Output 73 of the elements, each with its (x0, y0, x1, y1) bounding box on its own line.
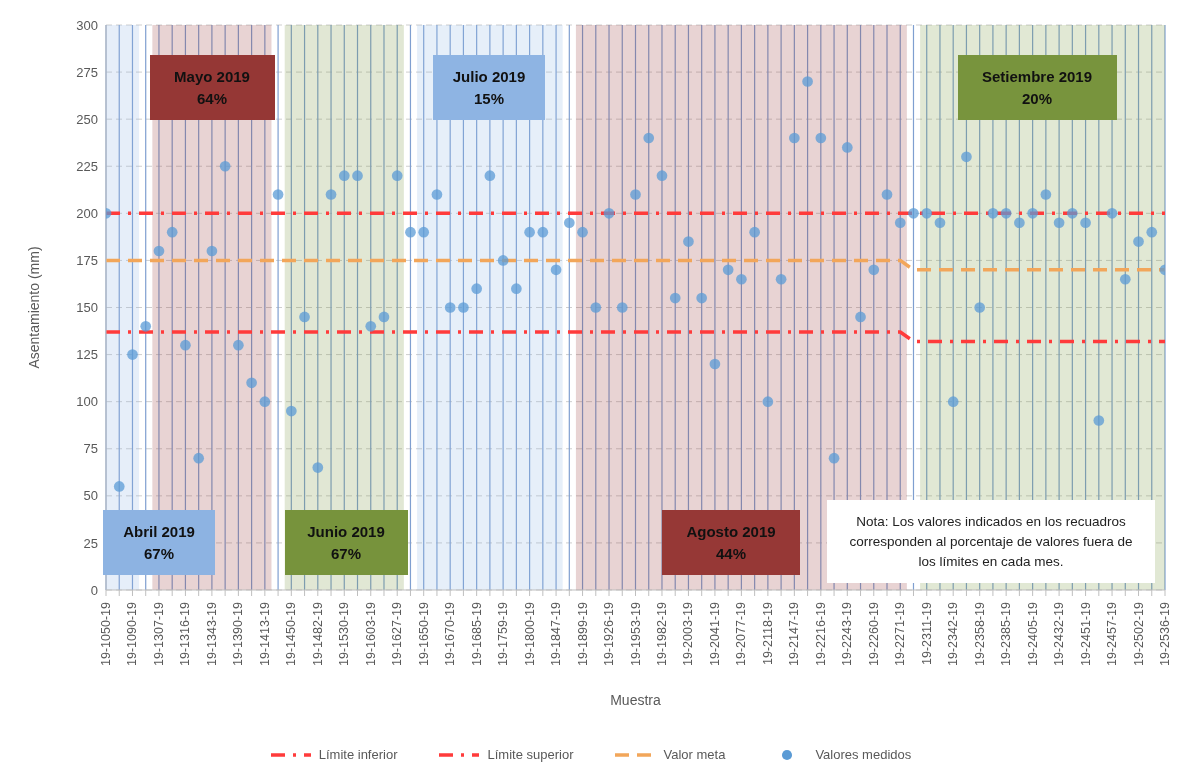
legend-label: Límite inferior (318, 747, 398, 762)
y-tick-label: 25 (83, 535, 98, 551)
y-tick-label: 200 (76, 205, 98, 221)
y-tick-label: 125 (76, 347, 98, 363)
x-tick-label: 19-1482-19 (310, 601, 325, 666)
band-label: Agosto 2019 44% (686, 521, 776, 564)
x-tick-label: 19-2536-19 (1158, 601, 1172, 666)
x-tick-label: 19-2432-19 (1052, 601, 1067, 666)
x-tick-label: 19-2342-19 (946, 601, 961, 666)
x-tick-label: 19-2243-19 (840, 601, 855, 666)
x-tick-label: 19-1450-19 (284, 601, 299, 666)
x-tick-label: 19-1759-19 (496, 601, 511, 666)
x-tick-label: 19-1390-19 (231, 601, 246, 666)
y-tick-label: 0 (90, 582, 98, 598)
x-tick-label: 19-1413-19 (257, 601, 272, 666)
x-tick-label: 19-2502-19 (1131, 601, 1146, 666)
legend-label: Valor meta (663, 747, 726, 762)
x-tick-label: 19-1307-19 (151, 601, 166, 666)
x-tick-label: 19-2077-19 (734, 601, 749, 666)
x-tick-label: 19-1090-19 (125, 601, 140, 666)
y-tick-label: 300 (76, 17, 98, 33)
x-tick-label: 19-2260-19 (866, 601, 881, 666)
y-tick-label: 175 (76, 253, 98, 269)
y-tick-label: 225 (76, 158, 98, 174)
y-tick-label: 50 (83, 488, 98, 504)
x-tick-label: 19-2405-19 (1025, 601, 1040, 666)
x-tick-label: 19-1800-19 (522, 601, 537, 666)
x-tick-label: 19-2118-19 (760, 601, 775, 666)
band-label: Abril 2019 67% (123, 521, 195, 564)
x-tick-label: 19-1627-19 (390, 601, 405, 666)
x-tick-label: 19-1670-19 (443, 601, 458, 666)
note-box: Nota: Los valores indicados en los recuadros corresponden al porcentaje de valores fuera de los límites en cada mes. (827, 500, 1155, 583)
legend-label: Límite superior (487, 747, 574, 762)
y-axis-title: Asentamiento (mm) (25, 246, 42, 369)
x-tick-label: 19-1343-19 (204, 601, 219, 666)
x-tick-label: 19-1050-19 (99, 601, 113, 666)
band-label: Setiembre 2019 20% (981, 66, 1093, 109)
y-tick-label: 275 (76, 64, 98, 80)
label-box: Agosto 2019 44% (662, 510, 800, 575)
x-tick-label: 19-1650-19 (416, 601, 431, 666)
x-tick-label: 19-1603-19 (363, 601, 378, 666)
x-tick-label: 19-1847-19 (549, 601, 564, 666)
y-tick-label: 100 (76, 394, 98, 410)
x-tick-label: 19-1953-19 (628, 601, 643, 666)
x-tick-label: 19-2003-19 (681, 601, 696, 666)
x-tick-label: 19-1685-19 (469, 601, 484, 666)
x-tick-label: 19-2271-19 (893, 601, 908, 666)
label-box: Julio 2019 15% (433, 55, 545, 120)
x-tick-label: 19-2041-19 (707, 601, 722, 666)
x-tick-label: 19-2385-19 (999, 601, 1014, 666)
x-tick-label: 19-2457-19 (1105, 601, 1120, 666)
label-box: Setiembre 2019 20% (957, 55, 1117, 120)
band-label: Junio 2019 67% (307, 521, 385, 564)
y-tick-label: 75 (83, 441, 98, 457)
x-tick-label: 19-1530-19 (337, 601, 352, 666)
label-box: Abril 2019 67% (103, 510, 215, 575)
x-tick-label: 19-2147-19 (787, 601, 802, 666)
x-tick-label: 19-1982-19 (654, 601, 669, 666)
x-tick-label: 19-1899-19 (575, 601, 590, 666)
x-tick-label: 19-2216-19 (813, 601, 828, 666)
x-tick-label: 19-2311-19 (919, 601, 934, 666)
band-label: Julio 2019 15% (452, 66, 526, 109)
y-tick-label: 150 (76, 300, 98, 316)
x-axis-title: Muestra (610, 692, 661, 708)
legend-label: Valores medidos (815, 747, 912, 762)
x-tick-label: 19-1926-19 (602, 601, 617, 666)
label-box: Junio 2019 67% (284, 510, 408, 575)
label-box: Mayo 2019 64% (149, 55, 275, 120)
x-tick-label: 19-2358-19 (972, 601, 987, 666)
x-tick-label: 19-1316-19 (178, 601, 193, 666)
band-label: Mayo 2019 64% (174, 66, 250, 109)
x-tick-label: 19-2451-19 (1078, 601, 1093, 666)
y-tick-label: 250 (76, 111, 98, 127)
